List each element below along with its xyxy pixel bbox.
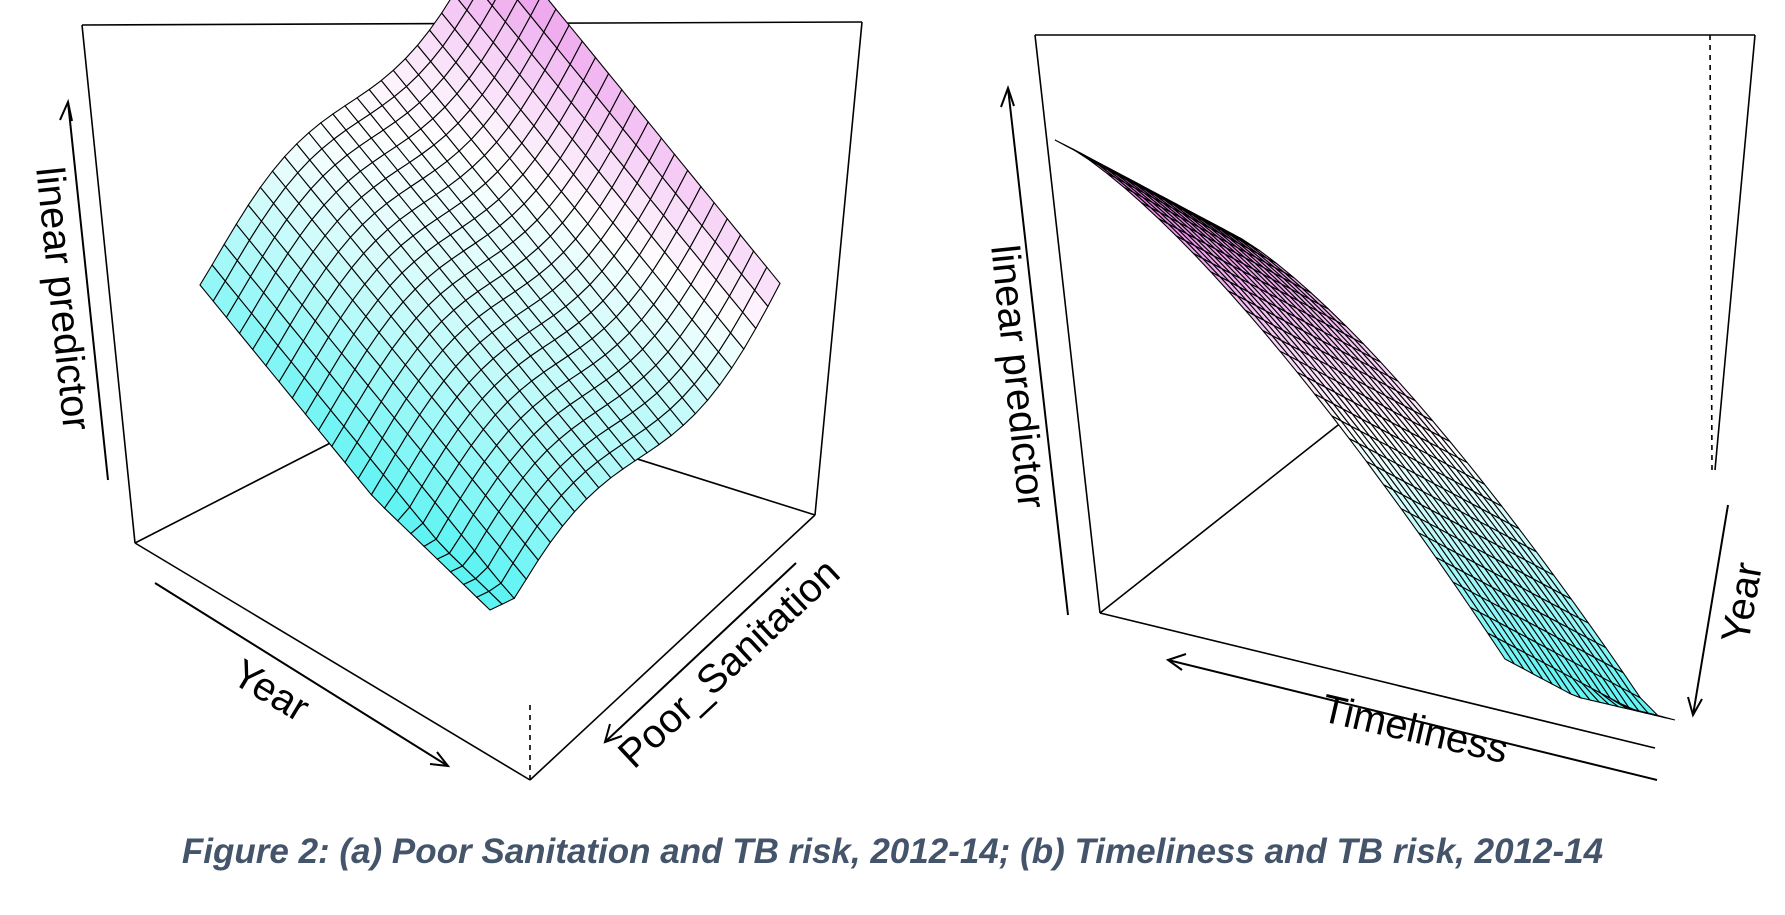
axis-label-b-z: linear predictor — [982, 243, 1053, 511]
panel-b: linear predictor Timeliness Year — [982, 34, 1771, 781]
panel-a: linear predictor Year Poor_Sanitation — [27, 0, 863, 781]
axis-label-a-x: Year — [225, 651, 317, 730]
axis-label-a-y: Poor_Sanitation — [610, 550, 848, 776]
figure-caption: Figure 2: (a) Poor Sanitation and TB ris… — [181, 832, 1604, 871]
panel-a-axis-arrows — [59, 98, 797, 768]
surface-panel-a — [199, 0, 781, 611]
axis-label-b-y: Year — [1714, 559, 1771, 646]
panel-b-axis-arrows — [1000, 84, 1729, 781]
axis-label-b-x: Timeliness — [1318, 687, 1513, 773]
figure: linear predictor Year Poor_Sanitation li… — [27, 0, 1771, 781]
surface-panel-b — [1054, 139, 1676, 721]
